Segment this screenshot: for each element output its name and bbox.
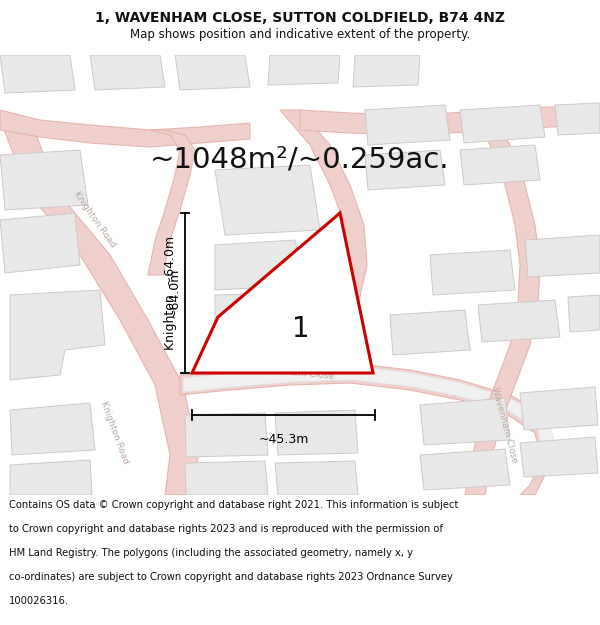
Polygon shape xyxy=(275,461,358,495)
Text: Knighton Road: Knighton Road xyxy=(73,191,118,249)
Polygon shape xyxy=(430,250,515,295)
Polygon shape xyxy=(555,103,600,135)
Text: ~64.0m: ~64.0m xyxy=(168,268,181,318)
Polygon shape xyxy=(10,403,95,455)
Polygon shape xyxy=(0,150,88,210)
Polygon shape xyxy=(0,55,75,93)
Polygon shape xyxy=(10,290,105,380)
Polygon shape xyxy=(183,366,557,455)
Polygon shape xyxy=(465,110,540,495)
Polygon shape xyxy=(300,105,600,135)
Text: Wavenham Close: Wavenham Close xyxy=(256,365,334,381)
Polygon shape xyxy=(520,437,598,477)
Text: 1, WAVENHAM CLOSE, SUTTON COLDFIELD, B74 4NZ: 1, WAVENHAM CLOSE, SUTTON COLDFIELD, B74… xyxy=(95,11,505,25)
Text: Wavenham Close: Wavenham Close xyxy=(491,386,520,464)
Polygon shape xyxy=(520,387,598,430)
Text: co-ordinates) are subject to Crown copyright and database rights 2023 Ordnance S: co-ordinates) are subject to Crown copyr… xyxy=(9,572,453,582)
Polygon shape xyxy=(568,295,600,332)
Text: 1: 1 xyxy=(292,315,310,343)
Polygon shape xyxy=(10,460,92,495)
Polygon shape xyxy=(90,55,165,90)
Text: HM Land Registry. The polygons (including the associated geometry, namely x, y: HM Land Registry. The polygons (includin… xyxy=(9,548,413,558)
Polygon shape xyxy=(185,461,268,495)
Polygon shape xyxy=(0,110,250,147)
Text: Knighton Road: Knighton Road xyxy=(100,401,131,466)
Polygon shape xyxy=(215,240,305,290)
Polygon shape xyxy=(420,449,510,490)
Polygon shape xyxy=(215,165,320,235)
Text: to Crown copyright and database rights 2023 and is reproduced with the permissio: to Crown copyright and database rights 2… xyxy=(9,524,443,534)
Polygon shape xyxy=(268,55,340,85)
Polygon shape xyxy=(148,130,195,275)
Polygon shape xyxy=(460,105,545,143)
Polygon shape xyxy=(525,235,600,277)
Polygon shape xyxy=(185,413,268,457)
Text: Contains OS data © Crown copyright and database right 2021. This information is : Contains OS data © Crown copyright and d… xyxy=(9,500,458,510)
Text: Knighton  ~64.0m: Knighton ~64.0m xyxy=(164,236,177,350)
Text: ~1048m²/~0.259ac.: ~1048m²/~0.259ac. xyxy=(150,146,450,174)
Polygon shape xyxy=(460,145,540,185)
Polygon shape xyxy=(390,310,470,355)
Polygon shape xyxy=(280,110,367,305)
Polygon shape xyxy=(420,398,510,445)
Text: 100026316.: 100026316. xyxy=(9,596,69,606)
Polygon shape xyxy=(0,213,80,273)
Polygon shape xyxy=(180,363,555,495)
Text: ~45.3m: ~45.3m xyxy=(259,433,308,446)
Polygon shape xyxy=(275,410,358,455)
Polygon shape xyxy=(215,293,300,340)
Polygon shape xyxy=(192,213,373,373)
Polygon shape xyxy=(353,55,420,87)
Polygon shape xyxy=(175,55,250,90)
Text: Map shows position and indicative extent of the property.: Map shows position and indicative extent… xyxy=(130,28,470,41)
Polygon shape xyxy=(0,120,198,495)
Polygon shape xyxy=(365,150,445,190)
Polygon shape xyxy=(365,105,450,145)
Polygon shape xyxy=(478,300,560,342)
